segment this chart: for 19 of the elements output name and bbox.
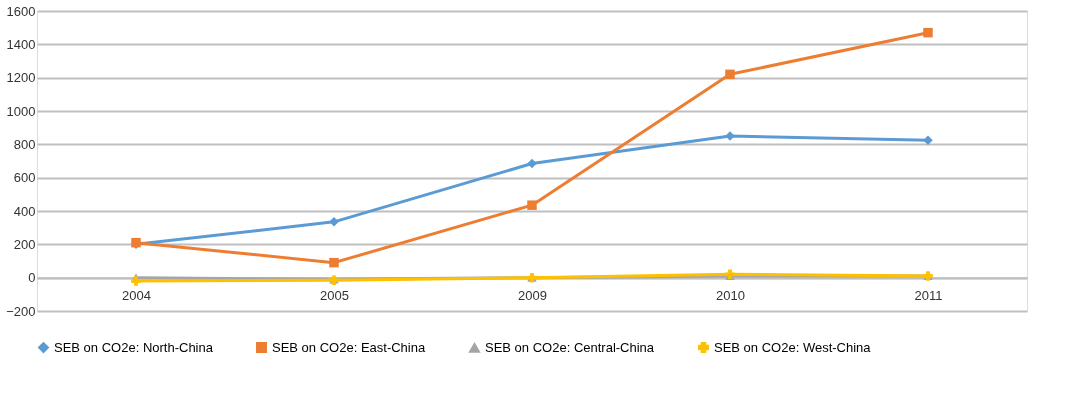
x-tick-label: 2004 — [122, 288, 151, 304]
y-tick-label: 200 — [13, 236, 36, 252]
legend-label: SEB on CO2e: Central-China — [485, 339, 655, 355]
x-tick-label: 2005 — [320, 288, 349, 304]
legend-label: SEB on CO2e: North-China — [54, 339, 214, 355]
x-tick-label: 2009 — [518, 288, 547, 304]
y-tick-label: −200 — [6, 303, 36, 319]
y-tick-label: 800 — [13, 136, 36, 152]
y-tick-label: 400 — [13, 203, 36, 219]
x-tick-label: 2011 — [914, 288, 943, 304]
y-tick-label: 1400 — [6, 36, 36, 52]
y-tick-label: 1600 — [6, 3, 36, 19]
x-tick-label: 2010 — [716, 288, 745, 304]
legend-label: SEB on CO2e: East-China — [272, 339, 426, 355]
legend-label: SEB on CO2e: West-China — [714, 339, 872, 355]
y-tick-label: 0 — [28, 270, 36, 286]
y-tick-label: 1200 — [6, 70, 36, 86]
y-tick-label: 600 — [13, 170, 36, 186]
y-tick-label: 1000 — [6, 103, 36, 119]
